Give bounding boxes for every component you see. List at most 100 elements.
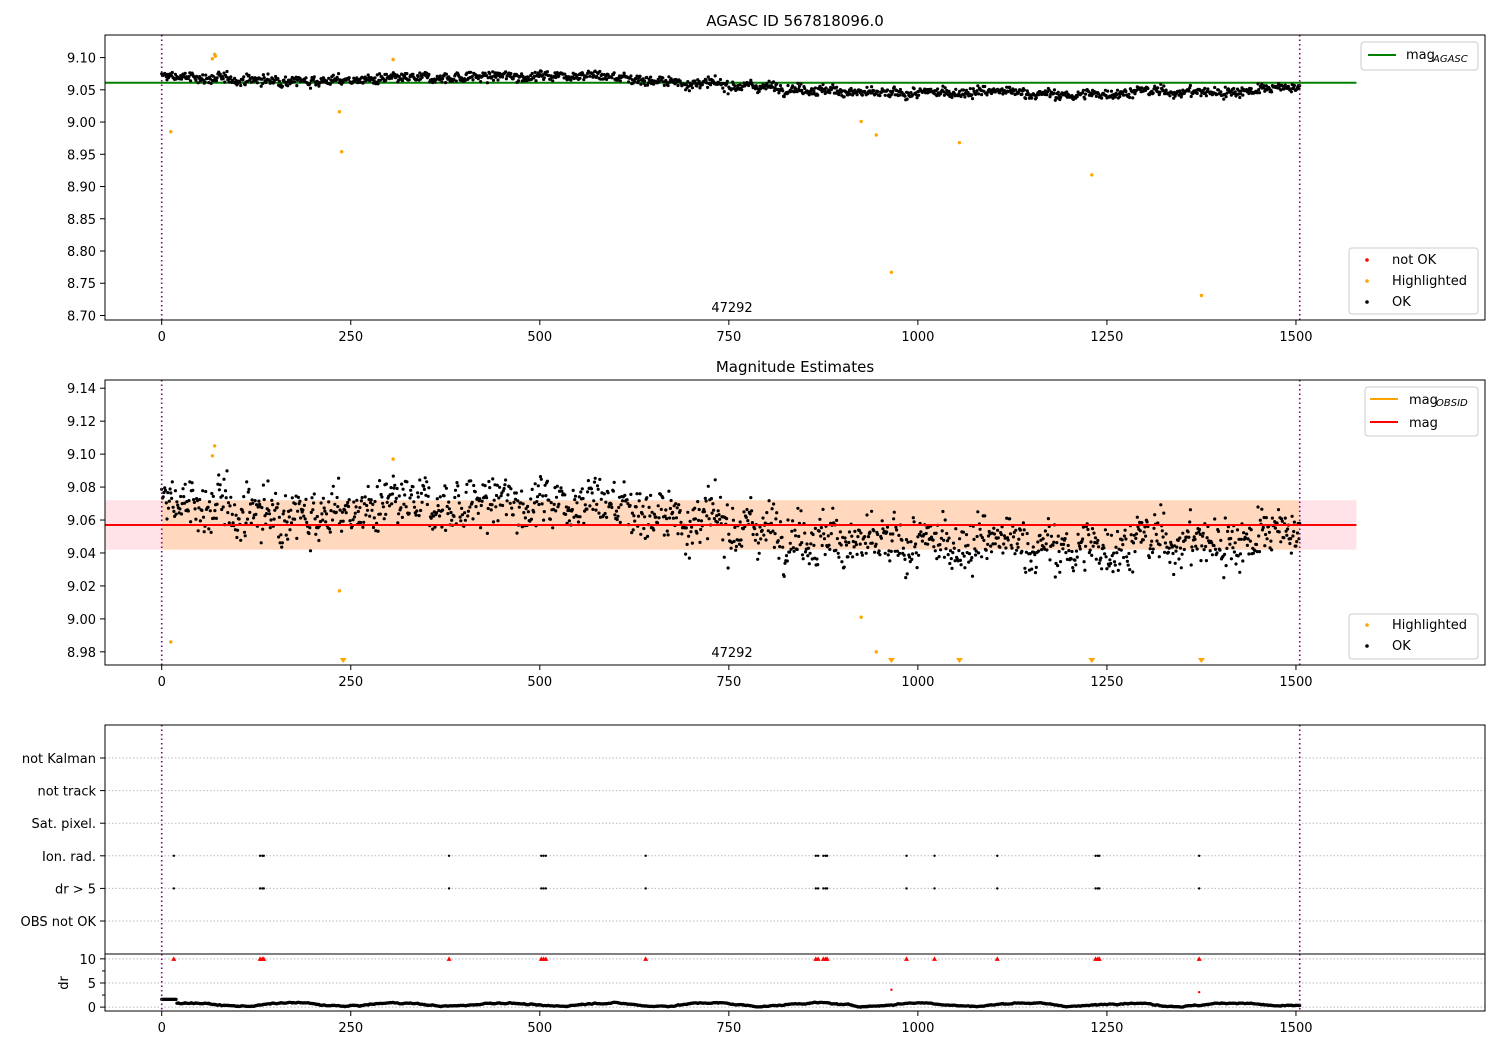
ok-point <box>501 503 505 508</box>
ok-point <box>359 520 363 525</box>
ok-point <box>1013 552 1017 556</box>
panel2-ytick-label: 8.98 <box>67 646 96 661</box>
ok-point <box>1102 546 1106 550</box>
ok-point <box>516 79 521 83</box>
ok-point <box>671 516 676 520</box>
ok-point <box>440 525 444 529</box>
ok-point <box>690 541 695 545</box>
ok-point <box>397 74 401 79</box>
ok-point <box>165 517 169 521</box>
flag-point <box>933 854 936 857</box>
highlighted-point <box>210 57 215 61</box>
ok-point <box>444 72 448 76</box>
ok-point <box>783 561 787 565</box>
ok-point <box>773 86 777 90</box>
ok-point <box>791 546 796 550</box>
ok-point <box>400 482 404 486</box>
ok-point <box>758 525 762 529</box>
ok-point <box>799 509 803 513</box>
ok-point <box>1223 552 1227 557</box>
ok-point <box>1257 88 1261 92</box>
ok-point <box>207 527 211 531</box>
ok-point <box>447 507 451 511</box>
ok-point <box>897 533 901 538</box>
ok-point <box>596 487 600 491</box>
ok-point <box>393 483 397 487</box>
ok-point <box>1285 533 1289 537</box>
flag-point <box>1094 887 1097 890</box>
ok-point <box>1053 98 1057 102</box>
ok-point <box>885 530 889 534</box>
ok-point <box>556 505 560 509</box>
ok-point <box>1200 544 1204 548</box>
ok-point <box>753 538 758 542</box>
ok-point <box>840 560 844 564</box>
ok-point <box>261 73 265 77</box>
ok-point <box>378 78 382 82</box>
ok-point <box>1151 91 1155 95</box>
ok-point <box>311 508 315 512</box>
ok-point <box>883 551 887 555</box>
ok-point <box>622 71 626 75</box>
ok-point <box>712 508 716 512</box>
ok-point <box>959 563 963 567</box>
ok-point <box>1247 91 1251 96</box>
ok-point <box>459 519 463 523</box>
ok-point <box>259 84 263 88</box>
ok-point <box>1163 550 1167 554</box>
ok-point <box>192 500 196 504</box>
highlighted-point <box>337 110 342 114</box>
ok-point <box>542 76 546 80</box>
ok-point <box>408 496 412 500</box>
ok-point <box>1166 550 1170 555</box>
ok-point <box>597 511 601 515</box>
ok-point <box>1047 88 1051 92</box>
ok-point <box>594 508 598 512</box>
ok-point <box>1191 548 1195 553</box>
panel2-ytick-label: 9.02 <box>67 580 96 595</box>
ok-point <box>243 83 247 87</box>
ok-point <box>739 538 743 542</box>
ok-point <box>1017 537 1021 541</box>
ok-point <box>810 92 814 96</box>
ok-point <box>1245 532 1249 536</box>
ok-point <box>517 505 521 509</box>
ok-point <box>402 502 406 506</box>
ok-point <box>963 95 967 99</box>
ok-point <box>771 529 775 533</box>
ok-point <box>182 495 186 499</box>
ok-point <box>690 86 695 90</box>
ok-point <box>914 542 918 546</box>
ok-point <box>420 75 424 79</box>
ok-point <box>931 538 935 542</box>
ok-point <box>795 547 799 552</box>
ok-point <box>1263 544 1267 548</box>
ok-point <box>1162 511 1166 515</box>
ok-point <box>761 516 765 520</box>
highlighted-point <box>212 444 217 448</box>
ok-point <box>778 545 782 549</box>
panel4-ytick-label: 5 <box>88 977 96 992</box>
ok-point <box>536 484 540 488</box>
ok-point <box>803 531 807 535</box>
highlighted-point <box>1090 173 1094 177</box>
panel4-ytick-label: 0 <box>88 1001 96 1016</box>
ok-point <box>1144 534 1148 538</box>
ok-point <box>725 503 729 507</box>
ok-point <box>1175 545 1179 549</box>
ok-point <box>909 540 913 544</box>
ok-point <box>526 504 530 508</box>
ok-point <box>359 499 363 503</box>
legend-frame <box>1360 41 1479 71</box>
ok-point <box>312 501 316 505</box>
ok-point <box>665 80 669 84</box>
ok-point <box>312 75 316 79</box>
ok-point <box>647 505 651 509</box>
ok-point <box>773 532 777 536</box>
ok-point <box>1139 540 1143 544</box>
ok-point <box>392 486 396 490</box>
ok-point <box>463 518 467 522</box>
ok-point <box>1094 557 1098 561</box>
ok-point <box>211 74 215 78</box>
